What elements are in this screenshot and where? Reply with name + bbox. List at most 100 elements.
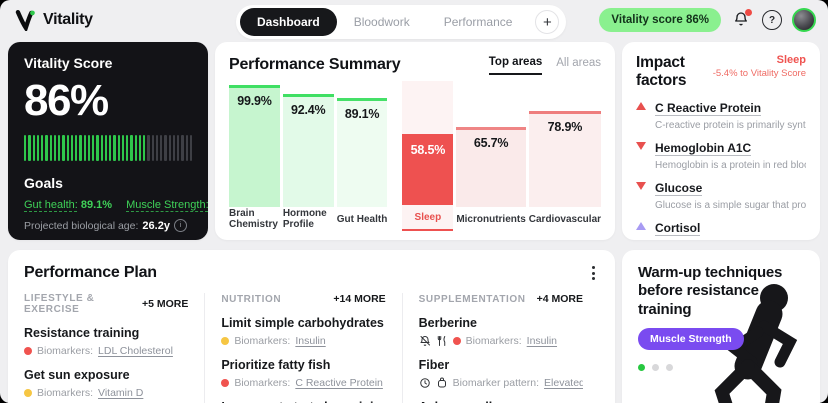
impact-factor-desc: Glucose is a simple sugar that provides … — [655, 200, 806, 211]
bottom-row: Performance Plan LIFESTYLE & EXERCISE +5 … — [8, 250, 820, 403]
chart-column-gut-health[interactable]: 89.1% Gut Health — [336, 81, 388, 231]
top-bar-right: Vitality score 86% ? — [599, 8, 816, 32]
meter-bar — [70, 134, 73, 161]
plan-column-2: NUTRITION +14 MORE Limit simple carbohydra… — [204, 293, 401, 403]
chart-column-brain-chemistry[interactable]: 99.9% Brain Chemistry — [229, 81, 280, 231]
meter-bar — [32, 134, 35, 161]
biomarker-link[interactable]: C Reactive Protein — [295, 377, 383, 389]
show-more-button[interactable]: +5 MORE — [141, 298, 189, 310]
chart-bar: 78.9% — [528, 111, 602, 207]
impact-context: Sleep -5.4% to Vitality Score — [713, 54, 806, 79]
chart-column-sleep[interactable]: 58.5% Sleep — [402, 81, 454, 231]
meter-bar — [87, 134, 90, 161]
plan-item-meta: Biomarkers: Insulin — [419, 335, 583, 347]
add-tab-button[interactable]: + — [535, 10, 560, 34]
plan-item-title: Prioritize fatty fish — [221, 358, 331, 372]
carousel-dot-2[interactable] — [652, 363, 659, 371]
meter-bar — [96, 134, 99, 161]
vitality-score-badge: Vitality score 86% — [599, 8, 721, 32]
tab-bloodwork[interactable]: Bloodwork — [337, 8, 427, 36]
meter-bar — [28, 134, 31, 161]
plan-item-title: Resistance training — [24, 326, 140, 340]
chart-bar: 58.5% — [402, 134, 454, 205]
impact-factor-link[interactable]: Glucose — [655, 181, 703, 196]
summary-tabs: Top areas All areas — [488, 54, 601, 75]
meter-bar — [36, 134, 39, 161]
avatar[interactable] — [792, 8, 816, 32]
impact-context-delta: -5.4% to Vitality Score — [712, 68, 806, 79]
goal-gut-health-link[interactable]: Gut health: — [24, 199, 78, 211]
impact-factors-list: C Reactive Protein C-reactive protein is … — [636, 99, 806, 240]
chart-bar: 99.9% — [229, 85, 280, 207]
more-options-button[interactable] — [588, 262, 599, 284]
meter-bar — [172, 134, 175, 161]
info-icon[interactable] — [173, 219, 187, 232]
plan-column-header: SUPPLEMENTATION +4 MORE — [419, 293, 583, 305]
goals-row: Gut health: 89.1% Muscle Strength: 85% — [24, 199, 208, 211]
impact-factor-link[interactable]: Cortisol — [655, 221, 701, 236]
meter-bar — [58, 134, 61, 161]
impact-factor-text: Glucose Glucose is a simple sugar that pr… — [655, 179, 806, 211]
meter-bar — [62, 134, 65, 161]
meter-bar — [113, 134, 116, 161]
plan-item: Incorporate tart cherry juiceResilience — [221, 400, 385, 403]
chart-bar-value: 65.7% — [473, 136, 509, 150]
chart-bar-value: 89.1% — [344, 107, 380, 121]
goal-gut-health-value: 89.1% — [80, 199, 113, 211]
arrow-down-icon — [636, 142, 646, 150]
chart-column-cardiovascular[interactable]: 78.9% Cardiovascular — [528, 81, 602, 231]
vitality-meter — [24, 134, 192, 161]
meter-bar — [109, 134, 112, 161]
chart-category-label: Gut Health — [336, 213, 388, 225]
status-dot — [221, 379, 230, 387]
performance-plan-card: Performance Plan LIFESTYLE & EXERCISE +5 … — [8, 250, 615, 403]
biomarker-link[interactable]: Vitamin D — [98, 387, 144, 399]
biomarker-link[interactable]: Elevated Blood Lipids — [544, 377, 583, 389]
chart-column-micronutrients[interactable]: 65.7% Micronutrients — [456, 81, 526, 231]
meter-bar — [117, 134, 120, 161]
show-more-button[interactable]: +4 MORE — [536, 293, 583, 305]
plan-column-header: LIFESTYLE & EXERCISE +5 MORE — [24, 293, 188, 315]
performance-summary-header: Performance Summary Top areas All areas — [229, 54, 601, 75]
meter-bar — [155, 134, 158, 161]
notifications-button[interactable] — [730, 9, 752, 31]
plan-column-3: SUPPLEMENTATION +4 MORE Berberine Biomarker… — [401, 293, 599, 403]
chart-bar: 89.1% — [336, 98, 388, 207]
article-card[interactable]: Warm-up techniques before resistance tra… — [622, 250, 820, 403]
carousel-dot-1[interactable] — [638, 363, 645, 371]
impact-factor-text: Hemoglobin A1C Hemoglobin is a protein in… — [655, 139, 806, 171]
plan-item-meta: Biomarker pattern: Elevated Blood Lipids — [419, 377, 583, 389]
chart-category-label: Micronutrients — [456, 213, 526, 225]
carousel-dot-3[interactable] — [666, 363, 673, 371]
biomarker-label: Biomarkers: — [37, 345, 94, 357]
help-button[interactable]: ? — [761, 9, 783, 31]
meter-bar — [92, 134, 95, 161]
tab-dashboard[interactable]: Dashboard — [240, 8, 337, 36]
meter-bar — [189, 134, 192, 161]
impact-context-label: Sleep — [776, 54, 806, 66]
arrow-up-icon — [636, 102, 646, 110]
biomarker-link[interactable]: Insulin — [295, 335, 326, 347]
plan-column-1: LIFESTYLE & EXERCISE +5 MORE Resistance tr… — [24, 293, 204, 403]
biomarker-link[interactable]: Insulin — [526, 335, 558, 347]
meter-bar — [45, 134, 48, 161]
tab-top-areas[interactable]: Top areas — [488, 54, 543, 75]
summary-chart: 99.9% Brain Chemistry 92.4% Hormone Profile… — [229, 81, 602, 231]
chart-column-hormone-profile[interactable]: 92.4% Hormone Profile — [282, 81, 334, 231]
show-more-button[interactable]: +14 MORE — [333, 293, 386, 305]
status-dot — [24, 347, 32, 355]
goal-muscle-strength-link[interactable]: Muscle Strength: — [126, 199, 208, 211]
plan-item: Get sun exposure Biomarkers: Vitamin D — [24, 368, 188, 399]
impact-factor-row: C Reactive Protein C-reactive protein is … — [636, 99, 806, 131]
impact-factor-link[interactable]: C Reactive Protein — [655, 101, 762, 116]
impact-factor-link[interactable]: Hemoglobin A1C — [655, 141, 752, 156]
tab-all-areas[interactable]: All areas — [556, 55, 601, 74]
container-icon — [436, 377, 448, 389]
meter-bar — [75, 134, 78, 161]
chart-bar-value: 78.9% — [547, 120, 583, 134]
tab-performance[interactable]: Performance — [427, 8, 530, 36]
meter-bar — [53, 134, 56, 161]
biomarker-link[interactable]: LDL Cholesterol — [98, 345, 173, 357]
